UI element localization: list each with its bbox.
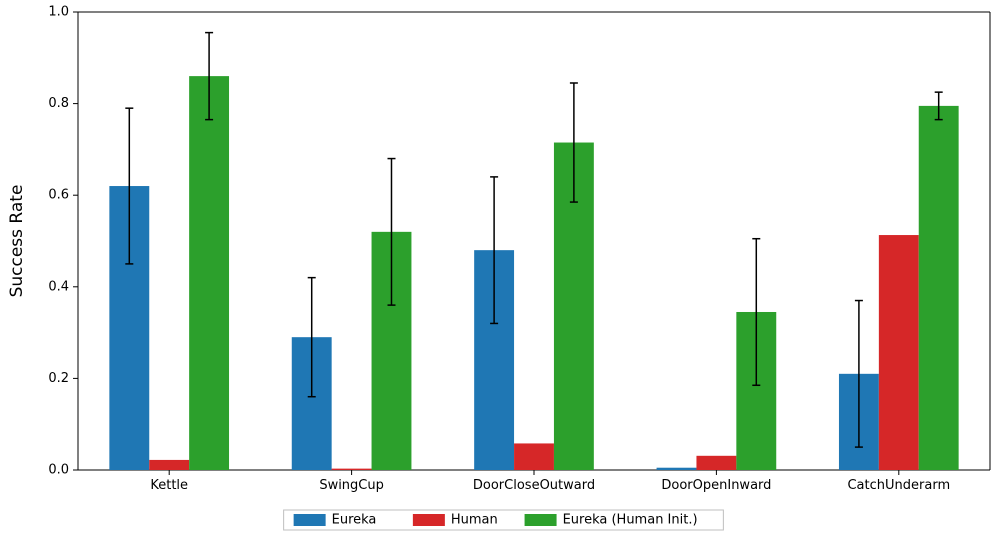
chart-container: 0.0 0.2 0.4 0.6 0.8 1.0 Success Rate Kettle Swin…	[0, 0, 1007, 549]
x-tick-label: DoorOpenInward	[661, 478, 771, 493]
bar	[189, 76, 229, 470]
legend-swatch	[413, 514, 445, 526]
legend-label: Eureka	[332, 513, 377, 528]
y-tick-label: 0.2	[48, 371, 69, 386]
y-tick-label: 1.0	[48, 5, 69, 20]
bar	[919, 106, 959, 470]
bar	[514, 443, 554, 470]
x-tick-label: SwingCup	[319, 478, 384, 493]
y-tick-label: 0.0	[48, 463, 69, 478]
bar	[149, 460, 189, 470]
bar	[657, 468, 697, 470]
x-tick-label: CatchUnderarm	[847, 478, 950, 493]
legend-label: Human	[451, 513, 498, 528]
y-tick-label: 0.4	[48, 279, 69, 294]
bar	[332, 469, 372, 470]
legend-swatch	[294, 514, 326, 526]
x-tick-label: Kettle	[150, 478, 188, 493]
y-axis-label: Success Rate	[7, 185, 27, 298]
legend-swatch	[525, 514, 557, 526]
bar	[879, 235, 919, 470]
y-tick-label: 0.6	[48, 188, 69, 203]
legend-label: Eureka (Human Init.)	[563, 513, 698, 528]
bar	[696, 456, 736, 470]
y-tick-label: 0.8	[48, 96, 69, 111]
x-tick-label: DoorCloseOutward	[473, 478, 595, 493]
bar-chart: 0.0 0.2 0.4 0.6 0.8 1.0 Success Rate Kettle Swin…	[0, 0, 1007, 549]
